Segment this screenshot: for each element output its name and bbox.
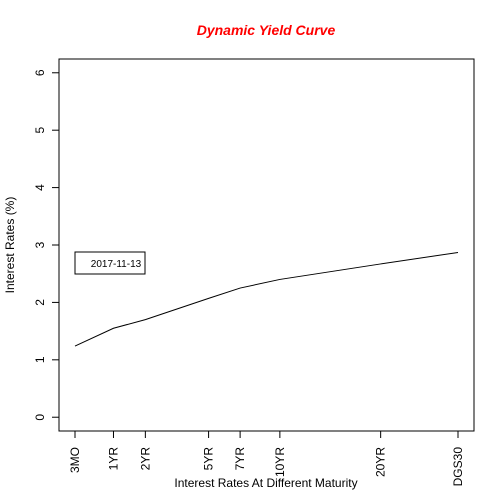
x-tick-label-20YR: 20YR (374, 447, 388, 477)
legend: 2017-11-13 (74, 251, 146, 275)
legend-entry-label: 2017-11-13 (91, 259, 142, 270)
y-tick-label-3: 3 (33, 241, 47, 248)
x-tick-label-2YR: 2YR (138, 447, 152, 471)
y-axis: 0 1 2 3 4 5 6 (33, 69, 60, 421)
series-line-2017-11-13 (74, 251, 459, 347)
y-axis-label: Interest Rates (%) (3, 197, 17, 294)
x-tick-label-10YR: 10YR (273, 447, 287, 477)
y-tick-label-5: 5 (33, 127, 47, 134)
plot-frame (58, 58, 475, 432)
y-tick-label-4: 4 (33, 184, 47, 191)
legend-box (74, 251, 146, 275)
y-tick-label-6: 6 (33, 69, 47, 76)
y-tick-label-0: 0 (33, 414, 47, 421)
x-axis: 3MO 1YR 2YR 5YR 7YR 10YR 20YR DGS30 (68, 430, 465, 487)
x-axis-label: Interest Rates At Different Maturity (174, 476, 357, 490)
chart-title: Dynamic Yield Curve (197, 22, 336, 38)
x-tick-label-5YR: 5YR (202, 447, 216, 471)
x-tick-label-7YR: 7YR (233, 447, 247, 471)
x-tick-label-3MO: 3MO (68, 447, 82, 473)
x-tick-label-DGS30: DGS30 (451, 447, 465, 487)
y-tick-label-2: 2 (33, 299, 47, 306)
x-tick-label-1YR: 1YR (106, 447, 120, 471)
y-tick-label-1: 1 (33, 356, 47, 363)
